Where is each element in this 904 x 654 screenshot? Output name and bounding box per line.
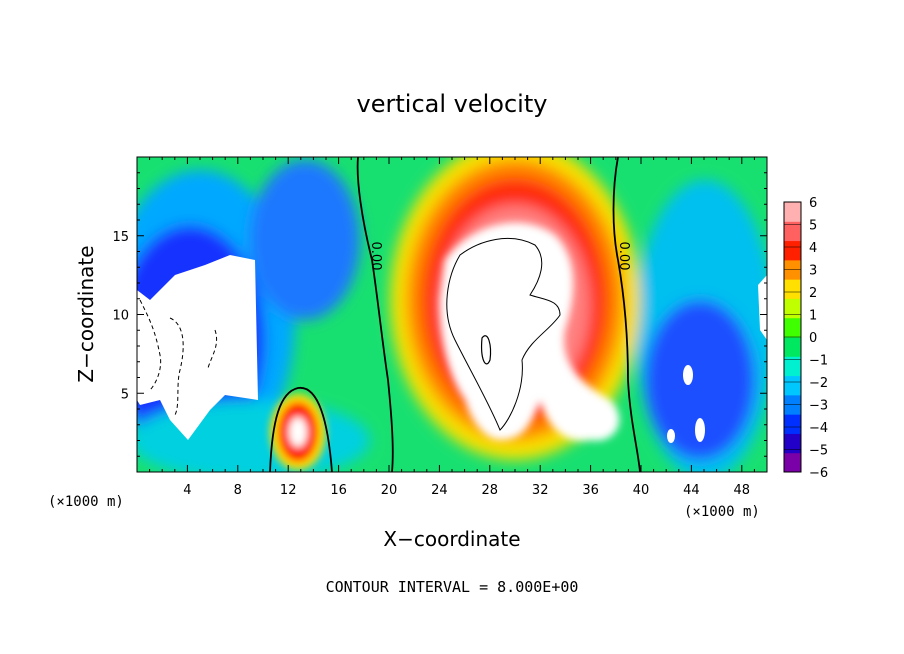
left-upper-blue <box>250 160 360 320</box>
negative-contour-2 <box>169 317 184 416</box>
colorbar-swatch <box>784 240 801 261</box>
x-tick-label: 4 <box>183 483 191 498</box>
y-tick-label: 5 <box>121 387 129 402</box>
right-white-patch-3 <box>667 429 675 443</box>
x-tick-label: 8 <box>234 483 242 498</box>
x-tick-label: 32 <box>532 483 549 498</box>
colorbar-swatch <box>784 317 801 338</box>
x-tick-label: 36 <box>582 483 599 498</box>
colorbar-tick-label: 5 <box>809 219 817 234</box>
negative-contour-3 <box>207 329 218 369</box>
zero-contour-small <box>269 387 333 472</box>
chart-title: vertical velocity <box>357 90 548 118</box>
x-tick-label: 16 <box>330 483 347 498</box>
x-tick-label: 24 <box>431 483 448 498</box>
x-tick-label: 28 <box>482 483 499 498</box>
colorbar-swatch <box>784 337 801 357</box>
colorbar-tick-label: 3 <box>809 264 817 279</box>
colorbar-tick-label: 1 <box>809 309 817 324</box>
colorbar-swatch <box>784 298 801 319</box>
right-white-edge <box>758 275 767 340</box>
y-tick-label: 15 <box>112 230 129 245</box>
colorbar-tick-label: −6 <box>809 466 828 481</box>
zero-contour-right <box>612 157 641 472</box>
contour-lines <box>139 157 641 472</box>
right-negative-core <box>645 300 755 460</box>
right-white-patch-2 <box>695 418 705 442</box>
colorbar-tick-label: 0 <box>809 331 817 346</box>
contour-label-left: 0.00 <box>368 242 383 271</box>
x-tick-label: 12 <box>280 483 297 498</box>
high-contour-central <box>446 238 561 431</box>
colorbar-tick-label: −1 <box>809 354 828 369</box>
left-white-region <box>137 255 258 440</box>
colorbar-swatch <box>784 356 801 377</box>
colorbar-tick-label: −5 <box>809 444 828 459</box>
high-contour-loop <box>481 335 492 365</box>
x-axis-label: X−coordinate <box>383 527 520 551</box>
colorbar-swatch <box>784 221 801 242</box>
colorbar-tick-label: −3 <box>809 399 828 414</box>
colorbar-tick-label: 2 <box>809 286 817 301</box>
colorbar-tick-label: −4 <box>809 421 828 436</box>
small-updraft-white <box>289 417 307 447</box>
x-tick-label: 48 <box>734 483 751 498</box>
colorbar-swatch <box>784 414 801 434</box>
contour-label-right: 0.00 <box>616 242 631 271</box>
colorbar-tick-label: 4 <box>809 241 817 256</box>
colorbar-swatch <box>784 433 801 454</box>
x-unit-right: (×1000 m) <box>684 504 760 520</box>
contour-interval-note: CONTOUR INTERVAL = 8.000E+00 <box>326 578 579 596</box>
right-white-patch-1 <box>683 365 693 385</box>
heatmap-field <box>137 157 767 472</box>
zero-contour-left <box>356 157 394 472</box>
x-tick-label: 20 <box>381 483 398 498</box>
negative-contour-1 <box>139 299 162 391</box>
colorbar: 6 5 4 3 2 1 0 −1 −2 −3 −4 −5 −6 <box>783 196 828 481</box>
central-updraft-core <box>440 222 620 441</box>
y-axis-label: Z−coordinate <box>74 245 98 382</box>
colorbar-swatch <box>784 375 801 396</box>
x-tick-label: 44 <box>683 483 700 498</box>
x-tick-label: 40 <box>633 483 650 498</box>
colorbar-swatch <box>784 279 801 299</box>
x-unit-left: (×1000 m) <box>48 494 124 510</box>
colorbar-swatch <box>784 202 801 222</box>
colorbar-tick-label: −2 <box>809 376 828 391</box>
colorbar-swatch <box>784 452 801 473</box>
colorbar-tick-label: 6 <box>809 196 817 211</box>
y-tick-label: 10 <box>112 309 129 324</box>
